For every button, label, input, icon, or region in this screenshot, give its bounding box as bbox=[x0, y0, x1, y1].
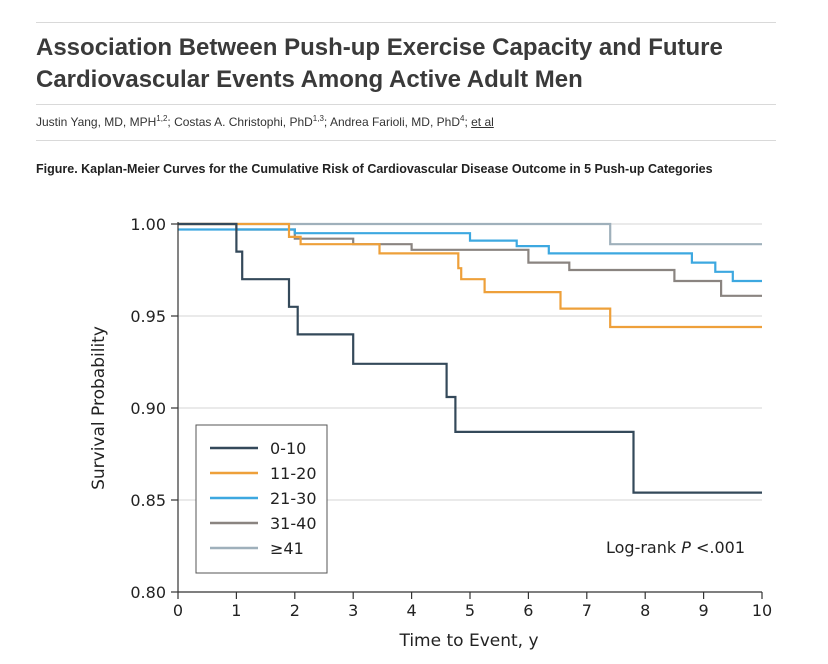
top-divider bbox=[36, 22, 776, 23]
series-line-21-30 bbox=[178, 228, 762, 283]
legend-label: 0-10 bbox=[270, 439, 306, 458]
x-tick-label: 10 bbox=[752, 601, 772, 620]
author-list: Justin Yang, MD, MPH1,2; Costas A. Chris… bbox=[36, 114, 494, 129]
log-rank-value: <.001 bbox=[691, 538, 745, 557]
author-1: Justin Yang, MD, MPH1,2; bbox=[36, 114, 175, 129]
x-tick-label: 2 bbox=[290, 601, 300, 620]
survival-curves bbox=[178, 222, 762, 494]
legend-label: 11-20 bbox=[270, 464, 317, 483]
y-tick-label: 1.00 bbox=[130, 215, 166, 234]
series-line-11-20 bbox=[178, 222, 762, 329]
x-tick-label: 0 bbox=[173, 601, 183, 620]
y-tick-label: 0.90 bbox=[130, 399, 166, 418]
x-tick-label: 4 bbox=[407, 601, 417, 620]
legend-label: 31-40 bbox=[270, 514, 317, 533]
x-tick-label: 3 bbox=[348, 601, 358, 620]
log-rank-p: P bbox=[681, 538, 691, 557]
author-2-affiliation: 1,3 bbox=[312, 114, 324, 123]
authors-divider bbox=[36, 140, 776, 141]
y-axis-title: Survival Probability bbox=[89, 326, 109, 490]
legend-label: 21-30 bbox=[270, 489, 317, 508]
title-divider bbox=[36, 104, 776, 105]
author-2: Costas A. Christophi, PhD1,3; bbox=[174, 114, 330, 129]
legend: 0-10 11-20 21-30 31-40 ≥41 bbox=[195, 424, 328, 574]
x-tick-label: 5 bbox=[465, 601, 475, 620]
axes: 0.80 0.85 0.90 0.95 1.00 0 1 2 3 4 5 6 7 8 9 10 bbox=[130, 215, 772, 620]
y-tick-label: 0.95 bbox=[130, 307, 166, 326]
y-tick-label: 0.85 bbox=[130, 491, 166, 510]
series-line-41 bbox=[178, 222, 762, 246]
figure-caption: Figure. Kaplan-Meier Curves for the Cumu… bbox=[36, 162, 713, 176]
x-tick-label: 1 bbox=[231, 601, 241, 620]
author-3-affiliation: 4 bbox=[459, 114, 465, 123]
et-al-link[interactable]: et al bbox=[471, 115, 494, 129]
x-tick-label: 9 bbox=[699, 601, 709, 620]
x-axis-title: Time to Event, y bbox=[398, 631, 538, 651]
log-rank-annotation: Log-rank P <.001 bbox=[606, 538, 745, 557]
series-line-0-10 bbox=[178, 222, 762, 494]
legend-label: ≥41 bbox=[270, 539, 304, 558]
y-tick-label: 0.80 bbox=[130, 583, 166, 602]
x-tick-label: 8 bbox=[640, 601, 650, 620]
author-1-affiliation: 1,2 bbox=[156, 114, 168, 123]
x-tick-label: 7 bbox=[582, 601, 592, 620]
x-tick-label: 6 bbox=[523, 601, 533, 620]
log-rank-prefix: Log-rank bbox=[606, 538, 681, 557]
author-3: Andrea Farioli, MD, PhD4; bbox=[329, 114, 472, 129]
article-title: Association Between Push-up Exercise Cap… bbox=[36, 34, 723, 93]
